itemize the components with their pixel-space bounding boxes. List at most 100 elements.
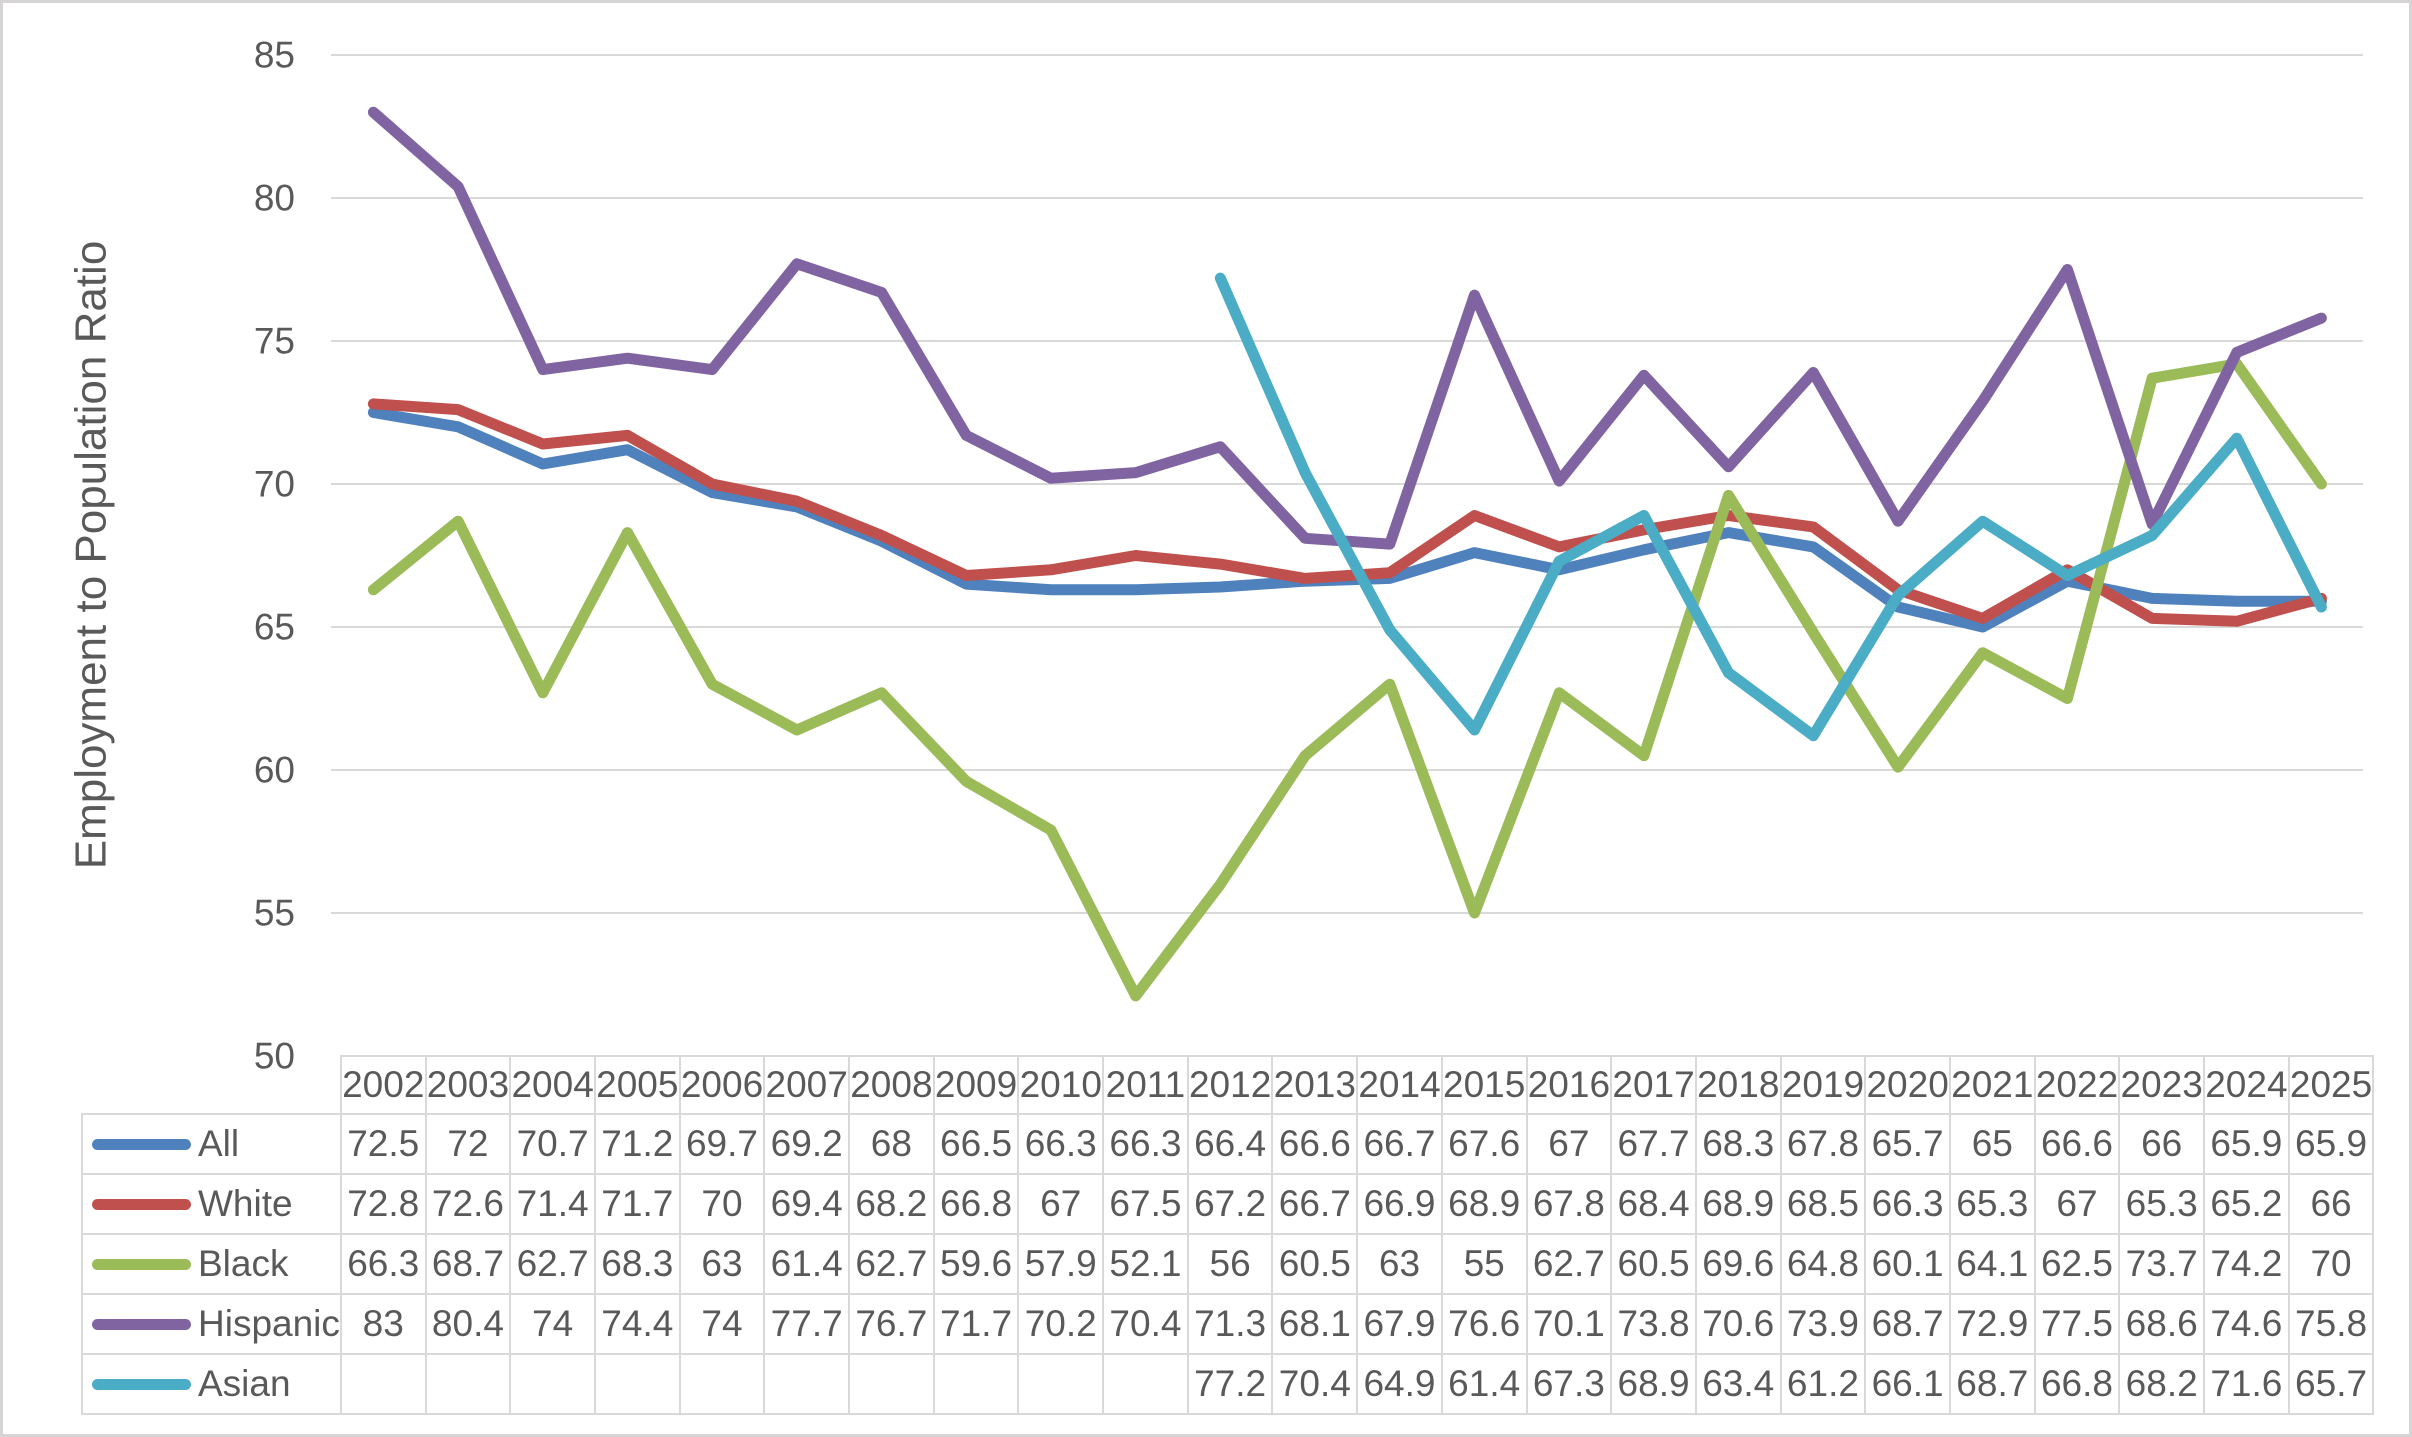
legend-label: White [198, 1183, 293, 1224]
value-cell [339, 1353, 427, 1415]
value-cell: 71.3 [1186, 1293, 1274, 1355]
value-cell: 68.6 [2118, 1293, 2206, 1355]
value-cell: 75.8 [2287, 1293, 2375, 1355]
value-cell: 67.5 [1102, 1173, 1189, 1235]
gridlines [331, 54, 2363, 914]
value-cell: 66.8 [2033, 1353, 2121, 1415]
value-cell: 61.2 [1779, 1353, 1867, 1415]
legend-swatch-asian [92, 1378, 191, 1390]
y-tick-label: 50 [254, 1036, 295, 1077]
value-cell: 77.2 [1186, 1353, 1274, 1415]
value-cell: 66.9 [1356, 1173, 1443, 1235]
value-cell: 70.4 [1271, 1353, 1359, 1415]
value-cell [1102, 1353, 1189, 1415]
value-cell: 65.2 [2203, 1173, 2290, 1235]
value-cell: 61.4 [1440, 1353, 1528, 1415]
year-header-cell: 2017 [1610, 1055, 1697, 1115]
year-header-cell: 2015 [1440, 1055, 1528, 1115]
value-cell: 66.1 [1864, 1353, 1951, 1415]
year-header-cell: 2021 [1948, 1055, 2036, 1115]
value-cell: 66.3 [1102, 1113, 1189, 1175]
legend-entry: Black [84, 1243, 339, 1285]
value-cell [1017, 1353, 1105, 1415]
value-cell: 62.7 [848, 1233, 935, 1295]
legend-swatch-white [92, 1198, 191, 1210]
value-cell: 73.8 [1610, 1293, 1697, 1355]
value-cell: 69.4 [763, 1173, 851, 1235]
value-cell: 80.4 [424, 1293, 512, 1355]
value-cell: 67.9 [1356, 1293, 1443, 1355]
value-cell: 66.3 [1017, 1113, 1105, 1175]
table-row-hispanic: Hispanic 83 80.4 74 74.4 74 77.7 76.7 71.7 70.2 70… [81, 1293, 2375, 1355]
value-cell: 69.6 [1694, 1233, 1782, 1295]
value-cell [509, 1353, 596, 1415]
value-cell: 66.7 [1356, 1113, 1443, 1175]
value-cell: 67.7 [1610, 1113, 1697, 1175]
table-row-asian: Asian 77.2 70.4 64.9 61.4 67.3 68.9 63.4 61.2 66.… [81, 1353, 2375, 1415]
value-cell: 70.7 [509, 1113, 596, 1175]
table-row-all: All 72.5 72 70.7 71.2 69.7 69.2 68 66.5 66.3 66.3 6… [81, 1113, 2375, 1175]
value-cell: 63.4 [1694, 1353, 1782, 1415]
year-header-cell: 2004 [509, 1055, 596, 1115]
value-cell [678, 1353, 766, 1415]
year-header-cell: 2014 [1356, 1055, 1443, 1115]
value-cell: 68.3 [593, 1233, 681, 1295]
y-tick-label: 75 [254, 321, 295, 362]
value-cell: 65.9 [2287, 1113, 2375, 1175]
value-cell: 68 [848, 1113, 935, 1175]
value-cell: 68.9 [1694, 1173, 1782, 1235]
value-cell: 73.7 [2118, 1233, 2206, 1295]
value-cell: 65.9 [2203, 1113, 2290, 1175]
value-cell: 65 [1948, 1113, 2036, 1175]
value-cell: 55 [1440, 1233, 1528, 1295]
value-cell: 66.3 [1864, 1173, 1951, 1235]
year-header-cell: 2011 [1102, 1055, 1189, 1115]
value-cell: 67.8 [1525, 1173, 1613, 1235]
series-line-hispanic [367, 106, 2327, 550]
table-row-white: White 72.8 72.6 71.4 71.7 70 69.4 68.2 66.8 67 67.… [81, 1173, 2375, 1235]
value-cell: 65.3 [2118, 1173, 2206, 1235]
value-cell: 52.1 [1102, 1233, 1189, 1295]
value-cell: 60.1 [1864, 1233, 1951, 1295]
value-cell: 63 [1356, 1233, 1443, 1295]
value-cell: 68.1 [1271, 1293, 1359, 1355]
year-header-cell: 2018 [1694, 1055, 1782, 1115]
value-cell: 70.4 [1102, 1293, 1189, 1355]
series-line-asian [1214, 272, 2327, 742]
year-header-cell: 2008 [848, 1055, 935, 1115]
legend-label: Hispanic [198, 1303, 340, 1344]
value-cell: 74.2 [2203, 1233, 2290, 1295]
year-header-cell: 2023 [2118, 1055, 2206, 1115]
year-header-cell: 2020 [1864, 1055, 1951, 1115]
value-cell: 67.2 [1186, 1173, 1274, 1235]
legend-swatch-black [92, 1258, 191, 1270]
value-cell: 71.7 [593, 1173, 681, 1235]
value-cell: 64.9 [1356, 1353, 1443, 1415]
legend-swatch-hispanic [92, 1318, 191, 1330]
legend-label: All [198, 1123, 240, 1164]
value-cell: 67.3 [1525, 1353, 1613, 1415]
value-cell: 66.4 [1186, 1113, 1274, 1175]
value-cell: 62.5 [2033, 1233, 2121, 1295]
value-cell: 67 [1017, 1173, 1105, 1235]
y-axis-title: Employment to Population Ratio [67, 241, 116, 870]
series-lines [367, 106, 2327, 1002]
year-header-cell: 2025 [2287, 1055, 2375, 1115]
value-cell: 60.5 [1271, 1233, 1359, 1295]
value-cell [932, 1353, 1020, 1415]
value-cell: 67.8 [1779, 1113, 1867, 1175]
value-cell: 70.6 [1694, 1293, 1782, 1355]
year-header-cell: 2019 [1779, 1055, 1867, 1115]
value-cell [763, 1353, 851, 1415]
year-header-cell: 2013 [1271, 1055, 1359, 1115]
value-cell: 77.5 [2033, 1293, 2121, 1355]
year-header-cell: 2010 [1017, 1055, 1105, 1115]
value-cell: 66.7 [1271, 1173, 1359, 1235]
value-cell: 66 [2287, 1173, 2375, 1235]
data-table: 2002 2003 2004 2005 2006 2007 2008 2009 2010 2011… [81, 1055, 2375, 1415]
value-cell: 68.7 [1864, 1293, 1951, 1355]
value-cell: 68.2 [848, 1173, 935, 1235]
value-cell: 77.7 [763, 1293, 851, 1355]
value-cell: 71.4 [509, 1173, 596, 1235]
value-cell [424, 1353, 512, 1415]
